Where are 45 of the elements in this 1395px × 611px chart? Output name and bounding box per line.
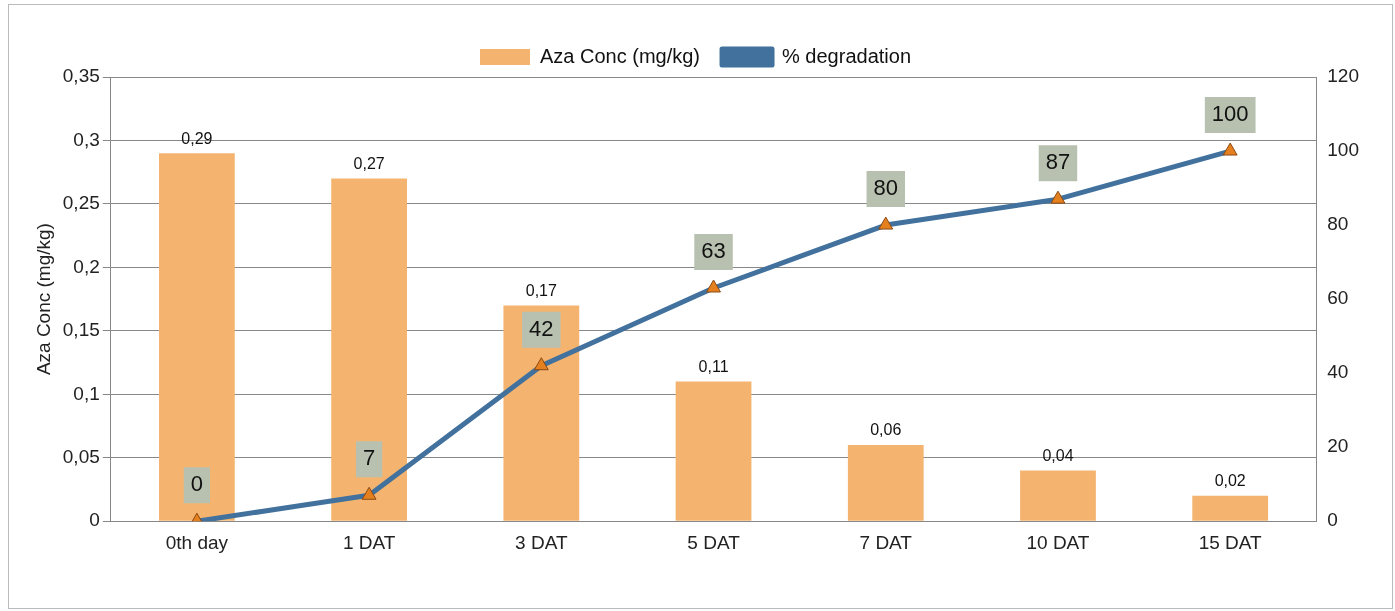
data-label: 42 bbox=[529, 315, 554, 341]
y2-tick-label: 100 bbox=[1327, 139, 1359, 161]
x-tick-label: 0th day bbox=[165, 531, 229, 553]
y-tick-label: 0,25 bbox=[62, 192, 100, 214]
x-tick-label: 7 DAT bbox=[859, 531, 913, 553]
legend-label: Aza Conc (mg/kg) bbox=[539, 44, 701, 67]
legend-label: % degradation bbox=[782, 44, 912, 67]
data-label: 7 bbox=[362, 445, 376, 471]
data-label: 0,02 bbox=[1214, 472, 1246, 490]
y-tick-label: 0,1 bbox=[73, 382, 100, 404]
bar bbox=[159, 153, 235, 521]
y-tick-label: 0,35 bbox=[62, 65, 100, 87]
x-tick-label: 3 DAT bbox=[515, 531, 568, 553]
x-tick-label: 5 DAT bbox=[687, 531, 741, 553]
data-label: 100 bbox=[1211, 101, 1249, 127]
x-tick-label: 1 DAT bbox=[342, 531, 396, 553]
bar bbox=[847, 445, 924, 521]
data-label: 0,29 bbox=[181, 129, 213, 147]
y-tick-label: 0,3 bbox=[73, 128, 100, 150]
y-tick-label: 0,05 bbox=[62, 445, 100, 467]
bar bbox=[331, 178, 407, 521]
data-label: 63 bbox=[701, 238, 726, 264]
data-label: 0,04 bbox=[1042, 446, 1074, 464]
x-tick-label: 15 DAT bbox=[1198, 531, 1263, 553]
data-label: 0,06 bbox=[870, 421, 902, 439]
bar bbox=[1020, 470, 1096, 521]
y2-tick-label: 120 bbox=[1327, 65, 1359, 87]
y-tick-label: 0,15 bbox=[62, 319, 100, 341]
data-label: 0 bbox=[190, 471, 204, 497]
data-label: 0,17 bbox=[525, 281, 557, 299]
bar bbox=[675, 381, 752, 521]
y-axis-title: Aza Conc (mg/kg) bbox=[32, 223, 54, 376]
y2-tick-label: 40 bbox=[1327, 361, 1349, 383]
data-label: 80 bbox=[873, 175, 898, 201]
y2-tick-label: 0 bbox=[1327, 509, 1338, 531]
y-tick-label: 0 bbox=[89, 509, 100, 531]
data-label: 0,11 bbox=[698, 358, 729, 375]
y-tick-label: 0,2 bbox=[73, 255, 100, 277]
data-label: 87 bbox=[1045, 149, 1071, 175]
y2-tick-label: 20 bbox=[1327, 435, 1349, 457]
y2-tick-label: 60 bbox=[1327, 287, 1349, 309]
bar bbox=[1192, 495, 1269, 521]
y2-tick-label: 80 bbox=[1327, 213, 1349, 235]
data-label: 0,27 bbox=[353, 154, 385, 172]
x-tick-label: 10 DAT bbox=[1026, 531, 1090, 553]
